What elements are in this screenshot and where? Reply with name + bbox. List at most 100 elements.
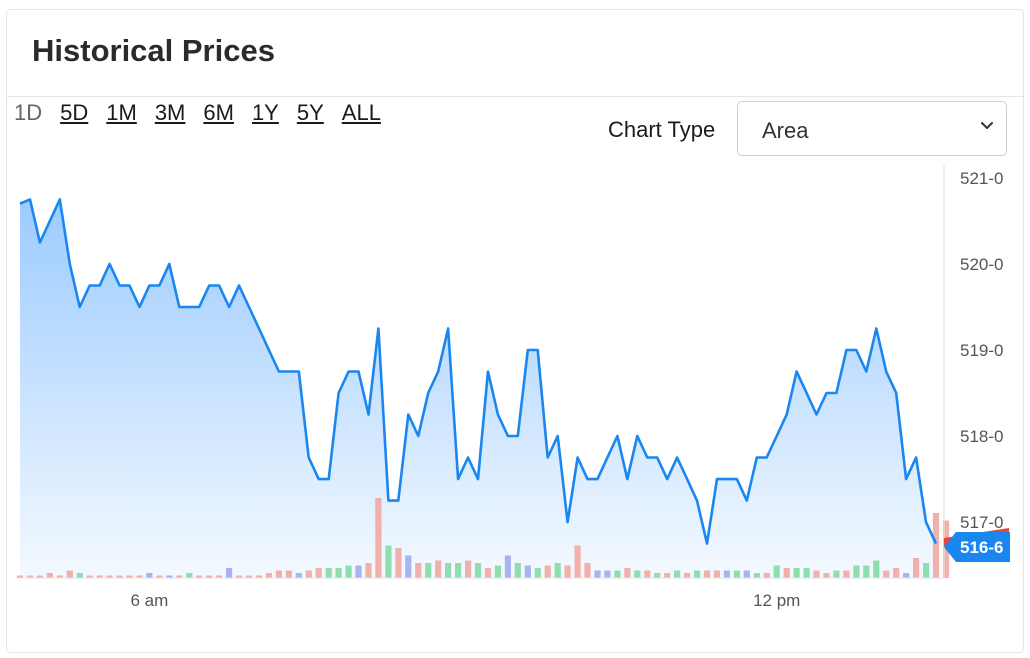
volume-bar [743,570,750,578]
volume-bar [395,548,402,578]
volume-bar [445,563,452,578]
volume-bar [614,570,621,578]
volume-bar [375,498,382,578]
volume-bar [66,570,73,578]
y-tick-label: 517-0 [960,513,1003,532]
volume-bar [494,565,501,578]
range-1d[interactable]: 1D [14,100,43,125]
volume-bar [455,563,462,578]
volume-bar [106,575,113,578]
volume-bar [186,573,193,578]
volume-bar [823,573,830,578]
volume-bar [893,568,900,578]
volume-bar [514,563,521,578]
volume-bar [703,570,711,578]
volume-bar [216,575,223,578]
volume-bar [713,570,721,578]
chart-type-label: Chart Type [608,117,716,142]
volume-bar [544,565,551,578]
volume-bar [913,558,920,578]
range-selector: 1D 5D 1M 3M 6M 1Y 5Y ALL [14,100,399,126]
chart-type-select[interactable]: Area [737,101,1007,156]
volume-bars [16,498,950,578]
volume-bar [335,568,342,578]
range-3m[interactable]: 3M [154,100,186,125]
volume-bar [773,565,780,578]
volume-bar [903,573,910,578]
volume-bar [385,545,392,578]
volume-bar [803,568,810,578]
volume-bar [196,575,203,578]
volume-bar [554,563,561,578]
volume-bar [604,570,611,578]
volume-bar [584,563,591,578]
volume-bar [644,570,651,578]
chart-type-value: Area [762,118,809,143]
range-1y[interactable]: 1Y [251,100,279,125]
volume-bar [654,573,661,578]
volume-bar [76,573,83,578]
volume-bar [873,560,880,578]
volume-bar [425,563,432,578]
volume-bar [166,575,173,578]
volume-bar [664,573,671,578]
volume-bar [16,575,24,578]
last-price-tag: 516-6 [944,528,1010,562]
range-5d[interactable]: 5D [60,100,89,125]
y-axis-ticks: 521-0 520-0 519-0 518-0 517-0 [960,169,1003,532]
volume-bar [126,575,133,578]
volume-bar [853,565,860,578]
volume-bar [206,575,213,578]
volume-bar [56,575,63,578]
range-5y[interactable]: 5Y [296,100,324,125]
volume-bar [345,565,352,578]
volume-bar [325,568,332,578]
range-6m[interactable]: 6M [203,100,234,125]
y-tick-label: 519-0 [960,341,1003,360]
volume-bar [156,575,163,578]
volume-bar [474,563,482,578]
volume-bar [594,570,601,578]
y-tick-label: 518-0 [960,427,1003,446]
volume-bar [793,568,800,578]
x-tick-label: 6 am [131,591,169,610]
volume-bar [524,565,531,578]
volume-bar [86,575,93,578]
last-price-tag-body [944,532,1010,562]
volume-bar [813,570,820,578]
volume-bar [863,565,870,578]
y-tick-label: 520-0 [960,255,1003,274]
volume-bar [305,570,312,578]
card-header: Historical Prices [7,10,1023,97]
price-area [20,199,936,578]
volume-bar [255,575,263,578]
volume-bar [146,573,153,578]
volume-bar [415,563,422,578]
volume-bar [96,575,103,578]
chevron-down-icon [981,122,993,129]
volume-bar [733,570,740,578]
x-tick-label: 12 pm [753,591,800,610]
volume-bar [405,555,412,578]
volume-bar [574,545,581,578]
volume-bar [46,573,53,578]
volume-bar [116,575,123,578]
volume-bar [176,575,183,578]
volume-bar [315,568,322,578]
volume-bar [534,568,541,578]
volume-bar [684,573,691,578]
volume-bar [295,573,302,578]
volume-bar [275,570,282,578]
volume-bar [624,568,631,578]
volume-bar [245,575,253,578]
volume-bar [932,513,940,578]
y-tick-label: 521-0 [960,169,1003,188]
volume-bar [564,565,571,578]
range-1m[interactable]: 1M [106,100,137,125]
volume-bar [355,565,362,578]
volume-bar [674,570,681,578]
volume-bar [923,563,930,578]
range-all[interactable]: ALL [341,100,381,125]
volume-bar [783,568,790,578]
